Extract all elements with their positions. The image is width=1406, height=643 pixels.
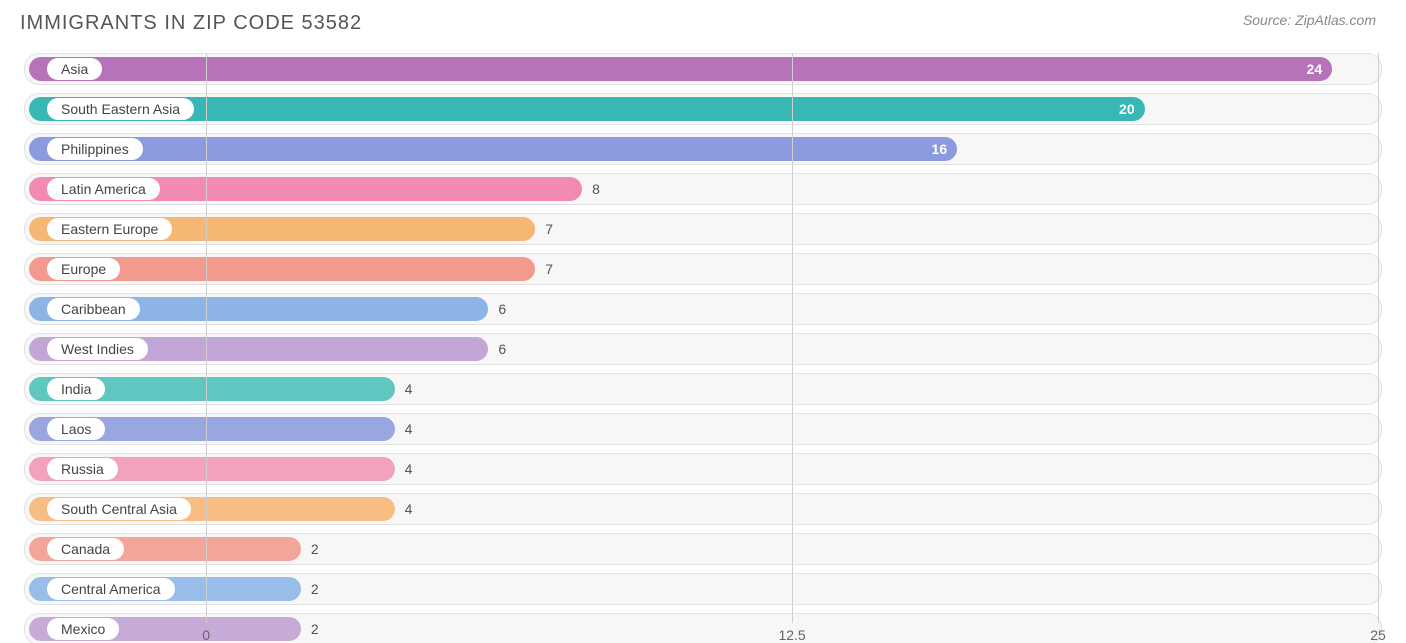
bar-row: 4 South Central Asia bbox=[24, 493, 1382, 525]
bar-row: 4 Laos bbox=[24, 413, 1382, 445]
bar-label: West Indies bbox=[47, 338, 148, 360]
bar-label: Eastern Europe bbox=[47, 218, 172, 240]
x-tick-label: 25 bbox=[1370, 627, 1386, 643]
bar-value: 6 bbox=[498, 294, 506, 324]
bar-row: 7 Europe bbox=[24, 253, 1382, 285]
bar-label: Caribbean bbox=[47, 298, 140, 320]
bar-row: 6 Caribbean bbox=[24, 293, 1382, 325]
x-axis: 012.525 bbox=[24, 623, 1382, 643]
bar-row: 2 Central America bbox=[24, 573, 1382, 605]
bar-label: Asia bbox=[47, 58, 102, 80]
bar-label: India bbox=[47, 378, 105, 400]
bar-value: 20 bbox=[1119, 101, 1145, 117]
bar-value: 2 bbox=[311, 574, 319, 604]
bar: 20 bbox=[29, 97, 1145, 121]
bar-value: 4 bbox=[405, 494, 413, 524]
bar-value: 8 bbox=[592, 174, 600, 204]
bar-value: 6 bbox=[498, 334, 506, 364]
bar-row: 4 India bbox=[24, 373, 1382, 405]
bar-row: 4 Russia bbox=[24, 453, 1382, 485]
bar-value: 4 bbox=[405, 414, 413, 444]
bar-value: 7 bbox=[545, 254, 553, 284]
chart-header: IMMIGRANTS IN ZIP CODE 53582 Source: Zip… bbox=[0, 0, 1406, 43]
bar-row: 7 Eastern Europe bbox=[24, 213, 1382, 245]
x-tick-label: 0 bbox=[202, 627, 210, 643]
bar-row: 2 Canada bbox=[24, 533, 1382, 565]
bar-value: 2 bbox=[311, 534, 319, 564]
bar-label: Russia bbox=[47, 458, 118, 480]
chart-source: Source: ZipAtlas.com bbox=[1243, 12, 1376, 28]
x-tick-label: 12.5 bbox=[778, 627, 805, 643]
bar-label: South Central Asia bbox=[47, 498, 191, 520]
bar-value: 4 bbox=[405, 454, 413, 484]
bar-label: South Eastern Asia bbox=[47, 98, 194, 120]
bar-value: 4 bbox=[405, 374, 413, 404]
bar-value: 7 bbox=[545, 214, 553, 244]
chart-title: IMMIGRANTS IN ZIP CODE 53582 bbox=[20, 12, 362, 35]
bar-label: Laos bbox=[47, 418, 105, 440]
bar-value: 16 bbox=[932, 141, 958, 157]
bar-label: Central America bbox=[47, 578, 175, 600]
bar-row: 8 Latin America bbox=[24, 173, 1382, 205]
bar-label: Latin America bbox=[47, 178, 160, 200]
bar: 16 bbox=[29, 137, 957, 161]
bar-row: 20 South Eastern Asia bbox=[24, 93, 1382, 125]
bar: 24 bbox=[29, 57, 1332, 81]
bar-row: 6 West Indies bbox=[24, 333, 1382, 365]
bar-label: Canada bbox=[47, 538, 124, 560]
bar-row: 16 Philippines bbox=[24, 133, 1382, 165]
bar-row: 24 Asia bbox=[24, 53, 1382, 85]
bar-label: Philippines bbox=[47, 138, 143, 160]
chart-area: 24Asia20South Eastern Asia16Philippines8… bbox=[24, 53, 1382, 623]
bar-label: Europe bbox=[47, 258, 120, 280]
bar-value: 24 bbox=[1307, 61, 1333, 77]
